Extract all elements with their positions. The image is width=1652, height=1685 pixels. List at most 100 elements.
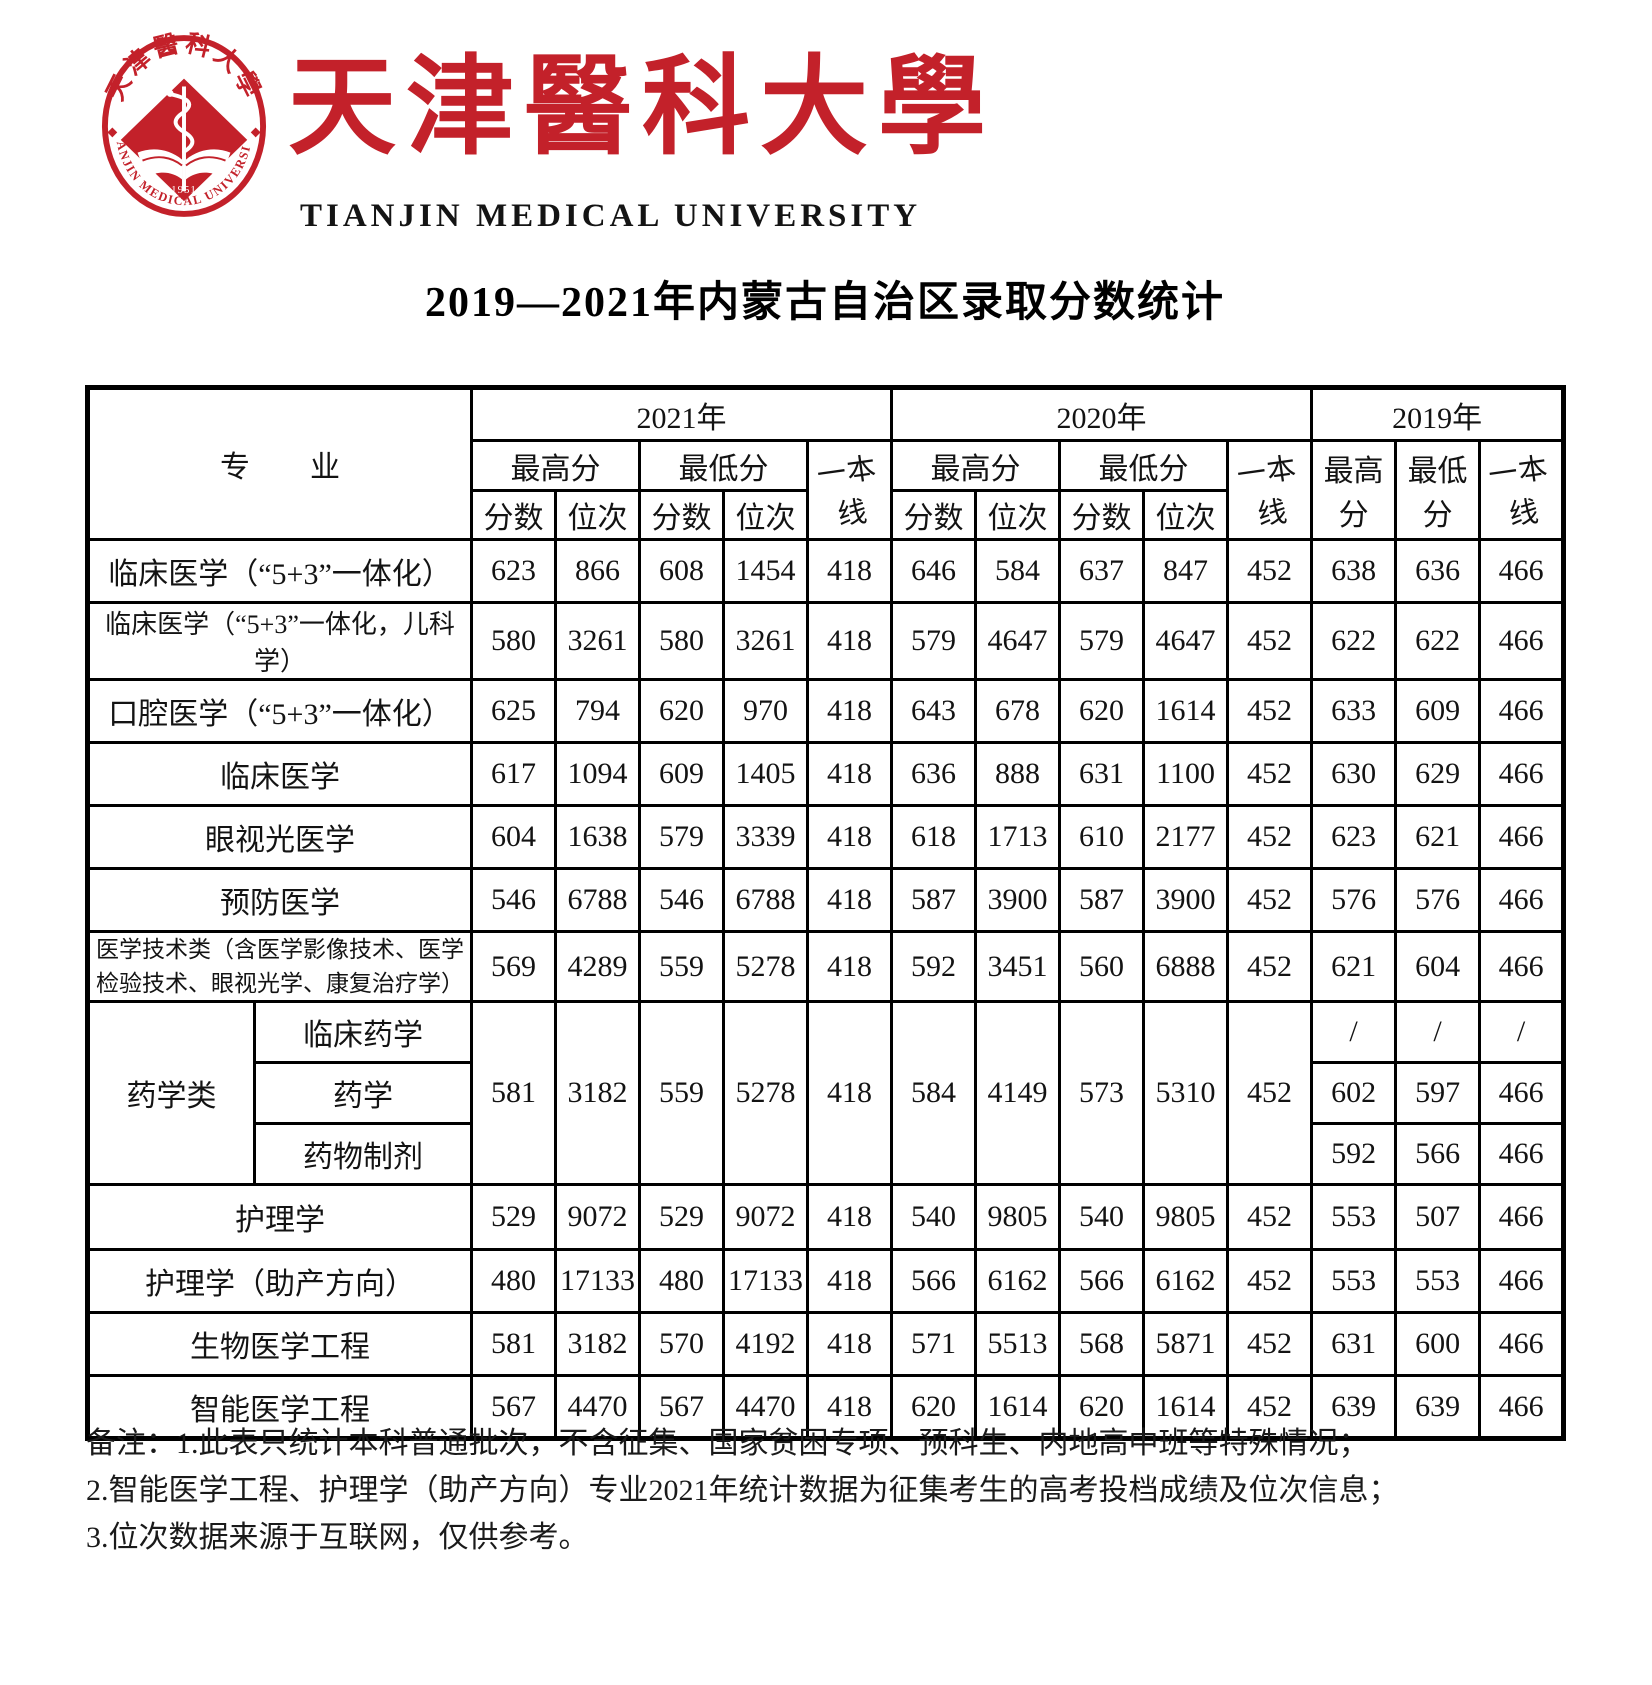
- header-row-years: 专 业 2021年 2020年 2019年: [86, 386, 1566, 541]
- value-cell: 3339: [722, 804, 809, 870]
- value-cell: 418: [805, 1248, 894, 1314]
- table-row: 生物医学工程 581 3182 570 4192 418 571 5513 56…: [86, 1311, 1566, 1377]
- value-cell: 620: [638, 678, 725, 744]
- value-cell: 17133: [722, 1248, 809, 1314]
- value-cell: 567: [470, 1374, 557, 1440]
- value-cell: 620: [1058, 1374, 1146, 1440]
- value-cell: 418: [805, 601, 894, 681]
- value-cell: 581: [470, 1311, 557, 1377]
- value-cell: 592: [890, 930, 978, 1003]
- first-tier-line-label: 一本线: [1486, 452, 1551, 532]
- value-cell: 5278: [722, 930, 809, 1003]
- value-cell: 576: [1310, 867, 1398, 933]
- rank-subheader: 位次: [554, 489, 641, 541]
- value-cell: 452: [1226, 867, 1314, 933]
- value-cell: 546: [638, 867, 725, 933]
- value-cell: 452: [1226, 1183, 1314, 1251]
- value-cell: 546: [470, 867, 557, 933]
- value-cell: 418: [805, 1374, 894, 1440]
- year-2019-header: 2019年: [1310, 386, 1566, 442]
- major-group-label-cell: 药学类: [86, 1000, 256, 1186]
- value-cell: 466: [1478, 1183, 1566, 1251]
- value-cell: 1713: [974, 804, 1062, 870]
- value-cell: 888: [974, 741, 1062, 807]
- value-cell: 5278: [722, 1000, 809, 1186]
- value-cell: 4149: [974, 1000, 1062, 1186]
- value-cell: 621: [1310, 930, 1398, 1003]
- value-cell: 1638: [554, 804, 641, 870]
- value-cell: 6788: [554, 867, 641, 933]
- value-cell: 609: [1394, 678, 1482, 744]
- value-cell: 5310: [1142, 1000, 1230, 1186]
- max-score-header: 最高分: [890, 439, 1062, 492]
- major-label-cell: 眼视光医学: [86, 804, 473, 870]
- value-cell: 452: [1226, 1000, 1314, 1186]
- footnotes: 备注：1.此表只统计本科普通批次，不含征集、国家贫困专项、预科生、内地高中班等特…: [86, 1420, 1576, 1561]
- first-tier-line-header: 一本线: [1478, 439, 1566, 541]
- value-cell: 452: [1226, 930, 1314, 1003]
- table-row-pharmacy: 药学 602 597 466: [88, 1061, 1566, 1125]
- value-cell: 418: [805, 678, 894, 744]
- max-score-header: 最高分: [470, 439, 641, 492]
- value-cell: 623: [470, 538, 557, 604]
- value-cell: 1614: [1142, 678, 1230, 744]
- value-cell: 597: [1394, 1061, 1482, 1125]
- value-cell: 602: [1310, 1061, 1398, 1125]
- value-cell: 566: [1058, 1248, 1146, 1314]
- value-cell: 580: [638, 601, 725, 681]
- first-tier-line-header: 一本线: [805, 439, 894, 541]
- value-cell: 553: [1310, 1183, 1398, 1251]
- major-label-cell: 护理学: [86, 1183, 473, 1251]
- value-cell: 3261: [554, 601, 641, 681]
- header-row-maxmin: 最高分 最低分 一本线 最高分 最低分 一本线 最高分 最低分 一本线: [88, 439, 1566, 541]
- value-cell: 466: [1478, 601, 1566, 681]
- value-cell: 608: [638, 538, 725, 604]
- first-tier-line-label: 一本线: [815, 452, 879, 532]
- table-row: 预防医学 546 6788 546 6788 418 587 3900 587 …: [86, 867, 1566, 933]
- value-cell: 3451: [974, 930, 1062, 1003]
- value-cell: 623: [1310, 804, 1398, 870]
- value-cell: 418: [805, 804, 894, 870]
- sub-major-label-cell: 临床药学: [253, 1000, 473, 1064]
- value-cell: 466: [1478, 1248, 1566, 1314]
- value-cell: 9805: [974, 1183, 1062, 1251]
- value-cell: 3182: [554, 1000, 641, 1186]
- value-cell: 6788: [722, 867, 809, 933]
- value-cell: 621: [1394, 804, 1482, 870]
- value-cell: 1405: [722, 741, 809, 807]
- admission-score-table: 专 业 2021年 2020年 2019年 最高分 最低分 一本线 最高分 最低…: [85, 385, 1567, 1441]
- value-cell: 452: [1226, 1311, 1314, 1377]
- value-cell: 9072: [554, 1183, 641, 1251]
- value-cell: 592: [1310, 1122, 1398, 1186]
- value-cell: 636: [890, 741, 978, 807]
- value-cell: 452: [1226, 1248, 1314, 1314]
- value-cell: 553: [1310, 1248, 1398, 1314]
- value-cell: 584: [890, 1000, 978, 1186]
- value-cell: 639: [1394, 1374, 1482, 1440]
- value-cell: 610: [1058, 804, 1146, 870]
- value-cell: 529: [470, 1183, 557, 1251]
- value-cell: 529: [638, 1183, 725, 1251]
- table-row: 临床医学（“5+3”一体化，儿科学） 580 3261 580 3261 418…: [86, 601, 1566, 681]
- seal-year-text: ·1951·: [167, 184, 202, 196]
- value-cell: 4470: [722, 1374, 809, 1440]
- value-cell: 630: [1310, 741, 1398, 807]
- value-cell: 1454: [722, 538, 809, 604]
- value-cell: 569: [470, 930, 557, 1003]
- value-cell: 466: [1478, 1311, 1566, 1377]
- value-cell: 466: [1478, 538, 1566, 604]
- value-cell: 418: [805, 867, 894, 933]
- value-cell: 466: [1478, 1061, 1566, 1125]
- value-cell: 566: [1394, 1122, 1482, 1186]
- value-cell: 9805: [1142, 1183, 1230, 1251]
- table-row: 护理学 529 9072 529 9072 418 540 9805 540 9…: [86, 1183, 1566, 1251]
- value-cell: 970: [722, 678, 809, 744]
- value-cell: 418: [805, 1000, 894, 1186]
- table-row: 智能医学工程 567 4470 567 4470 418 620 1614 62…: [86, 1374, 1566, 1440]
- university-name-english: TIANJIN MEDICAL UNIVERSITY: [300, 198, 922, 234]
- table-row: 临床医学（“5+3”一体化） 623 866 608 1454 418 646 …: [86, 538, 1566, 604]
- value-cell: 568: [1058, 1311, 1146, 1377]
- value-cell: 643: [890, 678, 978, 744]
- footnote-line: 备注：1.此表只统计本科普通批次，不含征集、国家贫困专项、预科生、内地高中班等特…: [86, 1427, 1369, 1460]
- score-subheader: 分数: [890, 489, 978, 541]
